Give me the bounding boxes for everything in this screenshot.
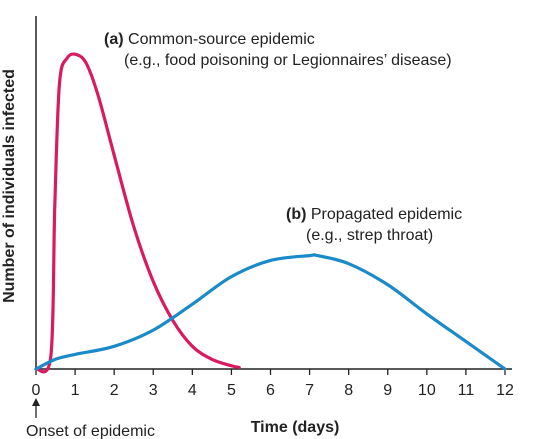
- annotation-propagated: (b) Propagated epidemic: [286, 206, 462, 223]
- y-axis-title: Number of individuals infected: [1, 69, 18, 303]
- x-tick-label: 11: [458, 382, 475, 399]
- x-ticks: 0 1 2 3 4 5 6 7 8 9 10 11 12: [32, 369, 514, 399]
- series-line-common-source: [34, 52, 241, 374]
- annotation-b-title: Propagated epidemic: [306, 206, 462, 223]
- x-tick-label: 1: [71, 382, 80, 399]
- series-line-propagated: [34, 253, 507, 371]
- x-axis-title: Time (days): [251, 419, 340, 436]
- annotation-a-title: Common-source epidemic: [124, 31, 315, 48]
- axes: [35, 16, 512, 370]
- annotation-a-label: (a): [104, 31, 124, 48]
- x-tick-label: 4: [188, 382, 197, 399]
- x-tick-label: 12: [496, 382, 514, 399]
- x-tick-label: 7: [305, 382, 314, 399]
- series-lines: [34, 52, 507, 374]
- onset-arrow-head: [32, 398, 40, 406]
- x-tick-label: 5: [227, 382, 236, 399]
- x-tick-label: 9: [383, 382, 392, 399]
- x-tick-label: 0: [32, 382, 41, 399]
- annotation-common-source: (a) Common-source epidemic: [104, 31, 315, 48]
- annotation-common-source-example: (e.g., food poisoning or Legionnaires’ d…: [124, 52, 452, 69]
- x-tick-label: 8: [344, 382, 353, 399]
- x-tick-label: 3: [149, 382, 158, 399]
- onset-marker: Onset of epidemic: [26, 398, 155, 439]
- x-tick-label: 2: [110, 382, 119, 399]
- annotation-propagated-example: (e.g., strep throat): [306, 227, 433, 244]
- x-tick-label: 10: [418, 382, 436, 399]
- x-tick-label: 6: [266, 382, 275, 399]
- onset-label: Onset of epidemic: [26, 423, 155, 439]
- annotation-b-label: (b): [286, 206, 306, 223]
